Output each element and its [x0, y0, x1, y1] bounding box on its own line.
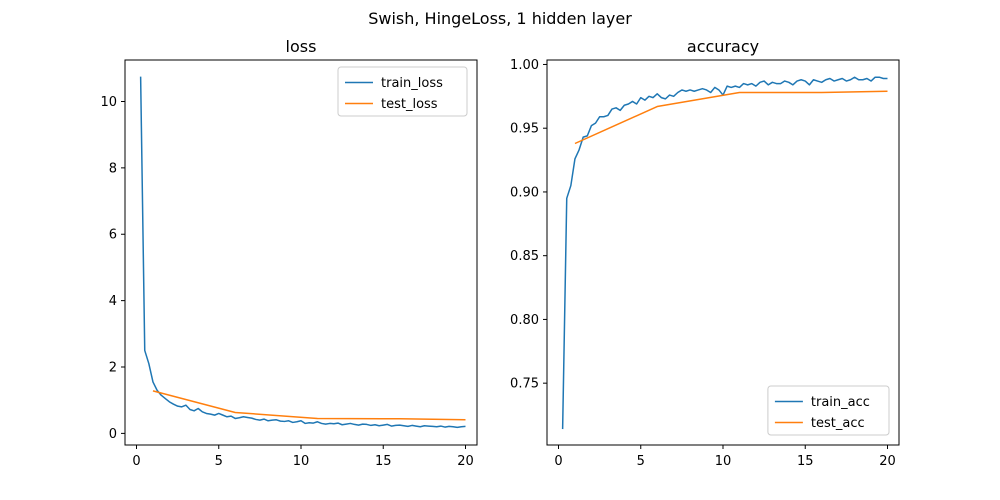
loss-plot-marks — [139, 76, 466, 429]
loss-plot: loss 0 5 10 15 20 0 2 4 6 8 10 train_loss test_loss — [100, 37, 478, 469]
loss-legend-label-train_loss: train_loss — [381, 76, 443, 91]
accuracy-plot-marks — [561, 76, 888, 430]
loss-y-tick-label: 8 — [109, 161, 117, 176]
accuracy-plot-title: accuracy — [687, 37, 759, 56]
accuracy-plot-axes: 0 5 10 15 20 0.75 0.80 0.85 0.90 0.95 1.00 — [510, 58, 900, 469]
loss-x-tick-label: 5 — [215, 454, 223, 469]
loss-plot-legend: train_loss test_loss — [337, 66, 468, 117]
loss-x-tick-label: 10 — [293, 454, 310, 469]
loss-y-tick-label: 2 — [109, 361, 117, 376]
accuracy-x-tick-label: 15 — [797, 454, 814, 469]
accuracy-legend-label-train_acc: train_acc — [811, 395, 870, 410]
accuracy-plot-legend: train_acc test_acc — [767, 385, 890, 436]
accuracy-series-train_acc — [561, 76, 888, 430]
loss-plot-frame — [124, 59, 478, 446]
loss-plot-axes: 0 5 10 15 20 0 2 4 6 8 10 — [100, 59, 478, 469]
loss-legend-label-test_loss: test_loss — [381, 97, 438, 112]
accuracy-x-tick-label: 20 — [879, 454, 896, 469]
loss-series-train_loss — [139, 76, 466, 429]
accuracy-plot: accuracy 0 5 10 15 20 0.75 0.80 0.85 0.90 0.95 1.0… — [510, 37, 900, 469]
accuracy-x-tick-label: 0 — [554, 454, 562, 469]
accuracy-x-tick-label: 10 — [715, 454, 732, 469]
figure-title: Swish, HingeLoss, 1 hidden layer — [368, 9, 632, 28]
accuracy-series-test_acc — [574, 90, 888, 145]
loss-y-tick-label: 4 — [109, 294, 117, 309]
loss-y-tick-label: 10 — [100, 95, 117, 110]
loss-x-tick-label: 0 — [132, 454, 140, 469]
accuracy-legend-label-test_acc: test_acc — [811, 416, 865, 431]
loss-x-tick-label: 20 — [457, 454, 474, 469]
accuracy-x-tick-label: 5 — [637, 454, 645, 469]
accuracy-y-tick-label: 0.80 — [510, 313, 539, 328]
loss-y-tick-label: 0 — [109, 427, 117, 442]
loss-plot-title: loss — [286, 37, 317, 56]
accuracy-y-tick-label: 0.85 — [510, 249, 539, 264]
accuracy-y-tick-label: 1.00 — [510, 58, 539, 73]
accuracy-y-tick-label: 0.75 — [510, 377, 539, 392]
loss-series-test_loss — [152, 390, 466, 421]
loss-y-tick-label: 6 — [109, 228, 117, 243]
loss-x-tick-label: 15 — [375, 454, 392, 469]
accuracy-y-tick-label: 0.95 — [510, 122, 539, 137]
accuracy-y-tick-label: 0.90 — [510, 185, 539, 200]
